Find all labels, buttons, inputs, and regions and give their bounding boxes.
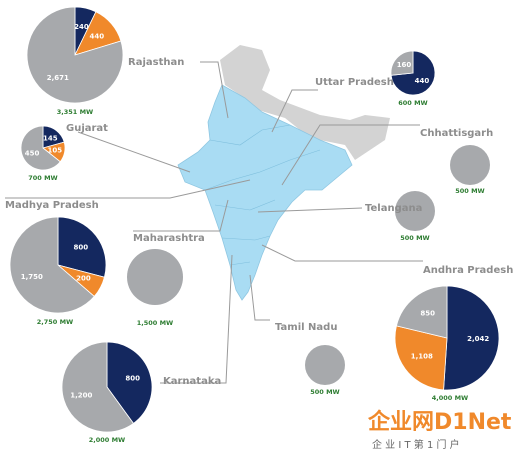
total-capacity: 1,500 MW — [137, 319, 173, 327]
pie-slice — [61, 341, 135, 433]
leader-line — [160, 254, 233, 384]
leader-line — [133, 199, 229, 232]
slice-label: 1,750 — [21, 273, 43, 281]
slice-label: 1,108 — [411, 352, 433, 360]
state-borders — [204, 124, 321, 266]
total-capacity: 3,351 MW — [57, 108, 93, 116]
pie-slice — [395, 191, 435, 231]
watermark-brand: 企业网D1Net — [367, 409, 512, 435]
india-map — [177, 84, 353, 301]
slice-label: 240 — [74, 23, 89, 31]
slice-label: 2,042 — [467, 335, 489, 343]
total-capacity: 600 MW — [398, 99, 427, 107]
state-name: Uttar Pradesh — [315, 77, 394, 88]
map — [177, 45, 390, 301]
state-name: Madhya Pradesh — [5, 200, 99, 211]
leader-line — [257, 207, 363, 213]
slice-label: 160 — [397, 61, 412, 69]
state-name: Gujarat — [66, 123, 108, 134]
pie-slice — [390, 50, 414, 76]
state-name: Maharashtra — [133, 233, 205, 244]
pie-slice — [394, 325, 448, 391]
total-capacity: 2,000 MW — [89, 436, 125, 444]
state-name: Chhattisgarh — [420, 128, 493, 139]
pie-slice — [395, 285, 448, 339]
total-capacity: 2,750 MW — [37, 318, 73, 326]
leader-line — [77, 131, 191, 173]
slice-label: 800 — [73, 243, 88, 251]
pie-slice — [305, 345, 345, 385]
total-capacity: 500 MW — [310, 388, 339, 396]
leader-line — [281, 124, 420, 186]
leader-line — [261, 244, 423, 262]
state-name: Karnataka — [163, 376, 221, 387]
state-name: Rajasthan — [128, 57, 184, 68]
pie-slice — [450, 145, 490, 185]
slice-label: 440 — [90, 32, 105, 40]
slice-label: 105 — [48, 146, 63, 154]
slice-label: 800 — [125, 375, 140, 383]
total-capacity: 500 MW — [400, 234, 429, 242]
leader-line — [249, 274, 270, 321]
pie-slice — [57, 216, 107, 278]
state-name: Telangana — [365, 203, 422, 214]
pie-slice — [106, 341, 153, 424]
leader-line — [5, 179, 251, 199]
pie-slice — [127, 249, 183, 305]
pie-slice — [26, 6, 124, 104]
state-name: Tamil Nadu — [275, 322, 337, 333]
state-name: Andhra Pradesh — [423, 265, 513, 276]
slice-label: 450 — [25, 149, 40, 157]
watermark-slogan: 企 业 I T 第 1 门 户 — [372, 438, 460, 451]
neighbor-region — [220, 45, 390, 160]
total-capacity: 700 MW — [28, 174, 57, 182]
leader-lines — [5, 61, 423, 384]
total-capacity: 500 MW — [455, 187, 484, 195]
pie-slice — [20, 125, 61, 171]
slice-label: 2,671 — [47, 74, 69, 82]
slice-label: 200 — [76, 274, 91, 282]
slice-label: 850 — [420, 309, 435, 317]
leader-line — [271, 89, 318, 133]
slice-label: 1,200 — [70, 391, 92, 399]
pie-slice — [9, 216, 95, 314]
pie-slice — [443, 285, 500, 391]
slice-label: 440 — [415, 77, 430, 85]
slice-label: 145 — [43, 134, 58, 142]
leader-line — [200, 61, 229, 119]
total-capacity: 4,000 MW — [432, 394, 468, 402]
